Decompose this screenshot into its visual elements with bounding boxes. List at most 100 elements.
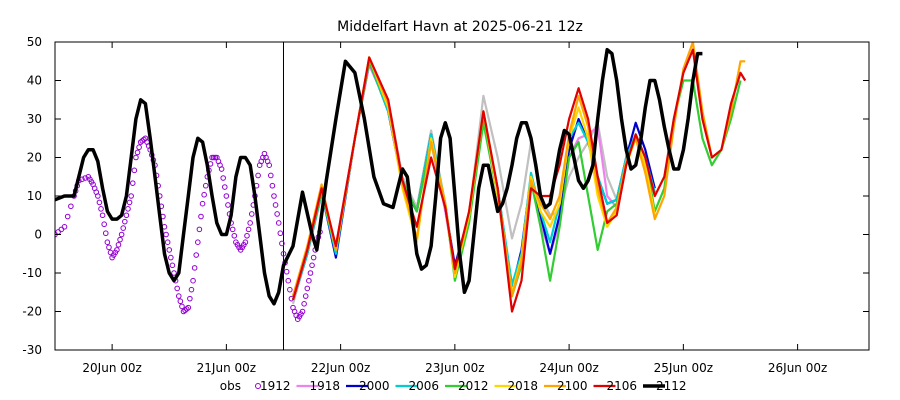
legend-label: obs (220, 379, 241, 393)
obs-point (128, 193, 134, 199)
obs-point (196, 226, 203, 233)
obs-point (306, 277, 312, 284)
obs-point (248, 211, 255, 217)
obs-point (307, 270, 314, 276)
legend-label: 2006 (408, 379, 439, 393)
legend-label: 2100 (557, 379, 588, 393)
obs-point (279, 240, 285, 247)
legend-item-2112: 2112 (656, 379, 687, 393)
obs-point (106, 244, 112, 251)
obs-point (221, 184, 228, 190)
obs-point (283, 268, 290, 275)
obs-point (302, 293, 309, 299)
legend-item-2018: 2018 (507, 379, 566, 393)
obs-point (193, 252, 200, 258)
obs-point (96, 199, 103, 206)
plot-frame (54, 41, 870, 351)
legend-item-2012: 2012 (458, 379, 517, 393)
series-2106-line (291, 48, 747, 313)
obs-point (126, 199, 133, 206)
series-obs (55, 135, 323, 323)
legend-item-2006: 2006 (408, 379, 467, 393)
obs-point (287, 286, 293, 293)
obs-point (115, 241, 122, 248)
legend-item-2106: 2106 (606, 379, 665, 393)
obs-point (202, 182, 209, 189)
obs-point (267, 172, 274, 179)
obs-point (255, 172, 261, 179)
legend-label: 2000 (359, 379, 390, 393)
obs-point (99, 212, 106, 219)
series-2112-line (55, 47, 703, 306)
obs-point (101, 221, 107, 228)
obs-point (220, 175, 226, 181)
obs-point (95, 193, 101, 199)
legend-item-1912: 1912 (260, 379, 319, 393)
obs-point (272, 202, 279, 208)
obs-point (61, 224, 68, 230)
obs-point (218, 166, 225, 172)
obs-point (277, 230, 284, 237)
legend-label: 2106 (606, 379, 637, 393)
obs-point (231, 232, 238, 239)
obs-point (269, 182, 276, 189)
y-tick-label: 50 (27, 35, 42, 49)
obs-point (133, 154, 139, 161)
x-tick-label: 24Jun 00z (539, 361, 598, 375)
obs-point (117, 236, 123, 243)
obs-point (223, 193, 230, 199)
obs-point (275, 220, 282, 226)
obs-point (199, 200, 206, 207)
obs-point (163, 231, 169, 238)
obs-point (174, 285, 180, 292)
obs-point (191, 265, 198, 271)
obs-point (247, 220, 253, 226)
obs-point (68, 203, 74, 210)
obs-point (185, 304, 192, 311)
y-tick-label: 0 (34, 228, 42, 242)
x-tick-label: 21Jun 00z (197, 361, 256, 375)
obs-point (98, 206, 104, 212)
obs-point (310, 254, 317, 261)
obs-point (301, 301, 307, 307)
obs-point (304, 285, 311, 292)
legend-item-2000: 2000 (359, 379, 418, 393)
obs-point (102, 230, 109, 237)
x-tick-label: 26Jun 00z (768, 361, 827, 375)
legend-label: 2018 (507, 379, 538, 393)
y-tick-label: -30 (22, 343, 42, 357)
obs-point (309, 262, 315, 269)
obs-point (274, 211, 280, 217)
obs-point (225, 202, 231, 208)
x-tick-label: 20Jun 00z (82, 361, 141, 375)
legend: obs 1912 1918 2000 2006 2012 2018 2100 2106 2112 (220, 379, 687, 393)
legend-key-obs (255, 383, 261, 389)
obs-point (188, 286, 195, 293)
obs-point (266, 162, 273, 168)
legend-label: 2012 (458, 379, 489, 393)
obs-point (114, 247, 120, 253)
obs-point (168, 254, 174, 261)
obs-point (187, 295, 193, 302)
obs-point (134, 149, 141, 156)
obs-point (244, 232, 250, 239)
obs-point (285, 277, 292, 284)
obs-point (271, 193, 277, 199)
obs-point (177, 298, 184, 305)
obs-point (125, 206, 131, 212)
obs-point (195, 239, 201, 245)
obs-point (245, 226, 252, 233)
obs-point (64, 213, 71, 220)
obs-point (171, 270, 177, 276)
legend-item-2100: 2100 (557, 379, 616, 393)
x-tick-label: 25Jun 00z (654, 361, 713, 375)
legend-label: 2112 (656, 379, 687, 393)
obs-point (164, 239, 171, 245)
obs-point (122, 218, 128, 225)
obs-point (299, 308, 306, 315)
obs-point (129, 180, 136, 186)
y-tick-label: 30 (27, 112, 42, 126)
obs-point (169, 262, 176, 269)
obs-point (280, 250, 287, 257)
